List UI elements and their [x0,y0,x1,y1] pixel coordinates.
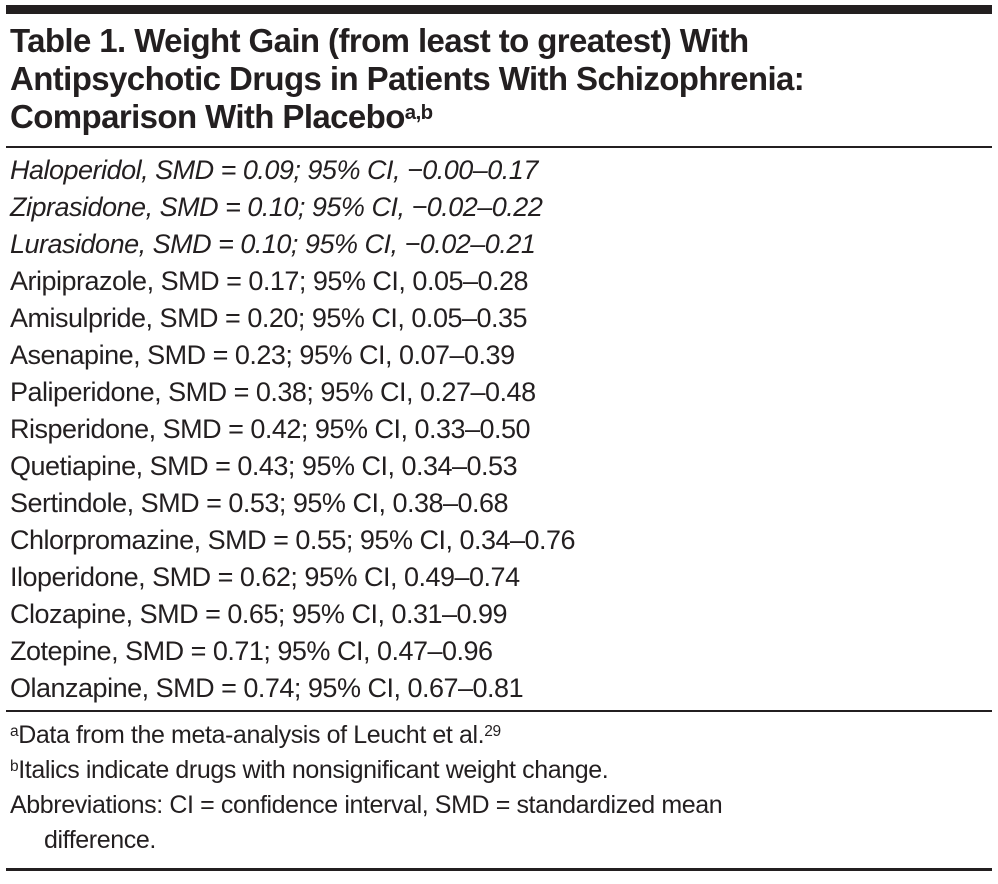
table-row-asenapine: Asenapine, SMD = 0.23; 95% CI, 0.07–0.39 [10,340,515,370]
table-footnotes: aData from the meta-analysis of Leucht e… [6,712,992,868]
table-row-paliperidone: Paliperidone, SMD = 0.38; 95% CI, 0.27–0… [10,377,536,407]
table-row-zotepine: Zotepine, SMD = 0.71; 95% CI, 0.47–0.96 [10,636,493,666]
table-row-chlorpromazine: Chlorpromazine, SMD = 0.55; 95% CI, 0.34… [10,525,576,555]
table-row-lurasidone: Lurasidone, SMD = 0.10; 95% CI, −0.02–0.… [10,229,536,259]
footnote-a-text: Data from the meta-analysis of Leucht et… [18,721,485,749]
table-row-sertindole: Sertindole, SMD = 0.53; 95% CI, 0.38–0.6… [10,488,509,518]
table-body: Haloperidol, SMD = 0.09; 95% CI, −0.00–0… [6,148,992,710]
table-row-aripiprazole: Aripiprazole, SMD = 0.17; 95% CI, 0.05–0… [10,266,529,296]
table-title-footnote-marks: a,b [404,100,433,124]
table-title-line-1: Table 1. Weight Gain (from least to grea… [10,22,749,59]
table-row-clozapine: Clozapine, SMD = 0.65; 95% CI, 0.31–0.99 [10,599,508,629]
table-row-haloperidol: Haloperidol, SMD = 0.09; 95% CI, −0.00–0… [10,155,538,185]
footnote-b-text: Italics indicate drugs with nonsignifica… [18,756,609,784]
table-row-risperidone: Risperidone, SMD = 0.42; 95% CI, 0.33–0.… [10,414,531,444]
table-title-line-3: Comparison With Placeboa,b [10,98,992,136]
footnote-a: aData from the meta-analysis of Leucht e… [10,718,992,753]
table-top-rule [6,5,992,14]
table-row-ziprasidone: Ziprasidone, SMD = 0.10; 95% CI, −0.02–0… [10,192,543,222]
footnote-abbreviations-line-2: difference. [44,826,156,854]
footnote-abbreviations: Abbreviations: CI = confidence interval,… [10,788,992,858]
footnote-a-marker: a [10,723,19,741]
footnote-b: bItalics indicate drugs with nonsignific… [10,753,992,788]
title-divider-rule [6,146,992,148]
table-title-line-3-text: Comparison With Placebo [10,98,405,135]
table-row-amisulpride: Amisulpride, SMD = 0.20; 95% CI, 0.05–0.… [10,303,528,333]
table-row-quetiapine: Quetiapine, SMD = 0.43; 95% CI, 0.34–0.5… [10,451,518,481]
table-row-olanzapine: Olanzapine, SMD = 0.74; 95% CI, 0.67–0.8… [10,673,524,703]
table-row-iloperidone: Iloperidone, SMD = 0.62; 95% CI, 0.49–0.… [10,562,520,592]
table-title-line-2: Antipsychotic Drugs in Patients With Sch… [10,60,805,97]
footnote-b-marker: b [10,758,19,776]
footnote-abbreviations-line-1: Abbreviations: CI = confidence interval,… [10,791,723,819]
table-title: Table 1. Weight Gain (from least to grea… [6,22,992,136]
footnotes-divider-rule [6,710,992,712]
table-bottom-rule [6,868,992,871]
footnote-a-reference-number: 29 [484,723,501,741]
